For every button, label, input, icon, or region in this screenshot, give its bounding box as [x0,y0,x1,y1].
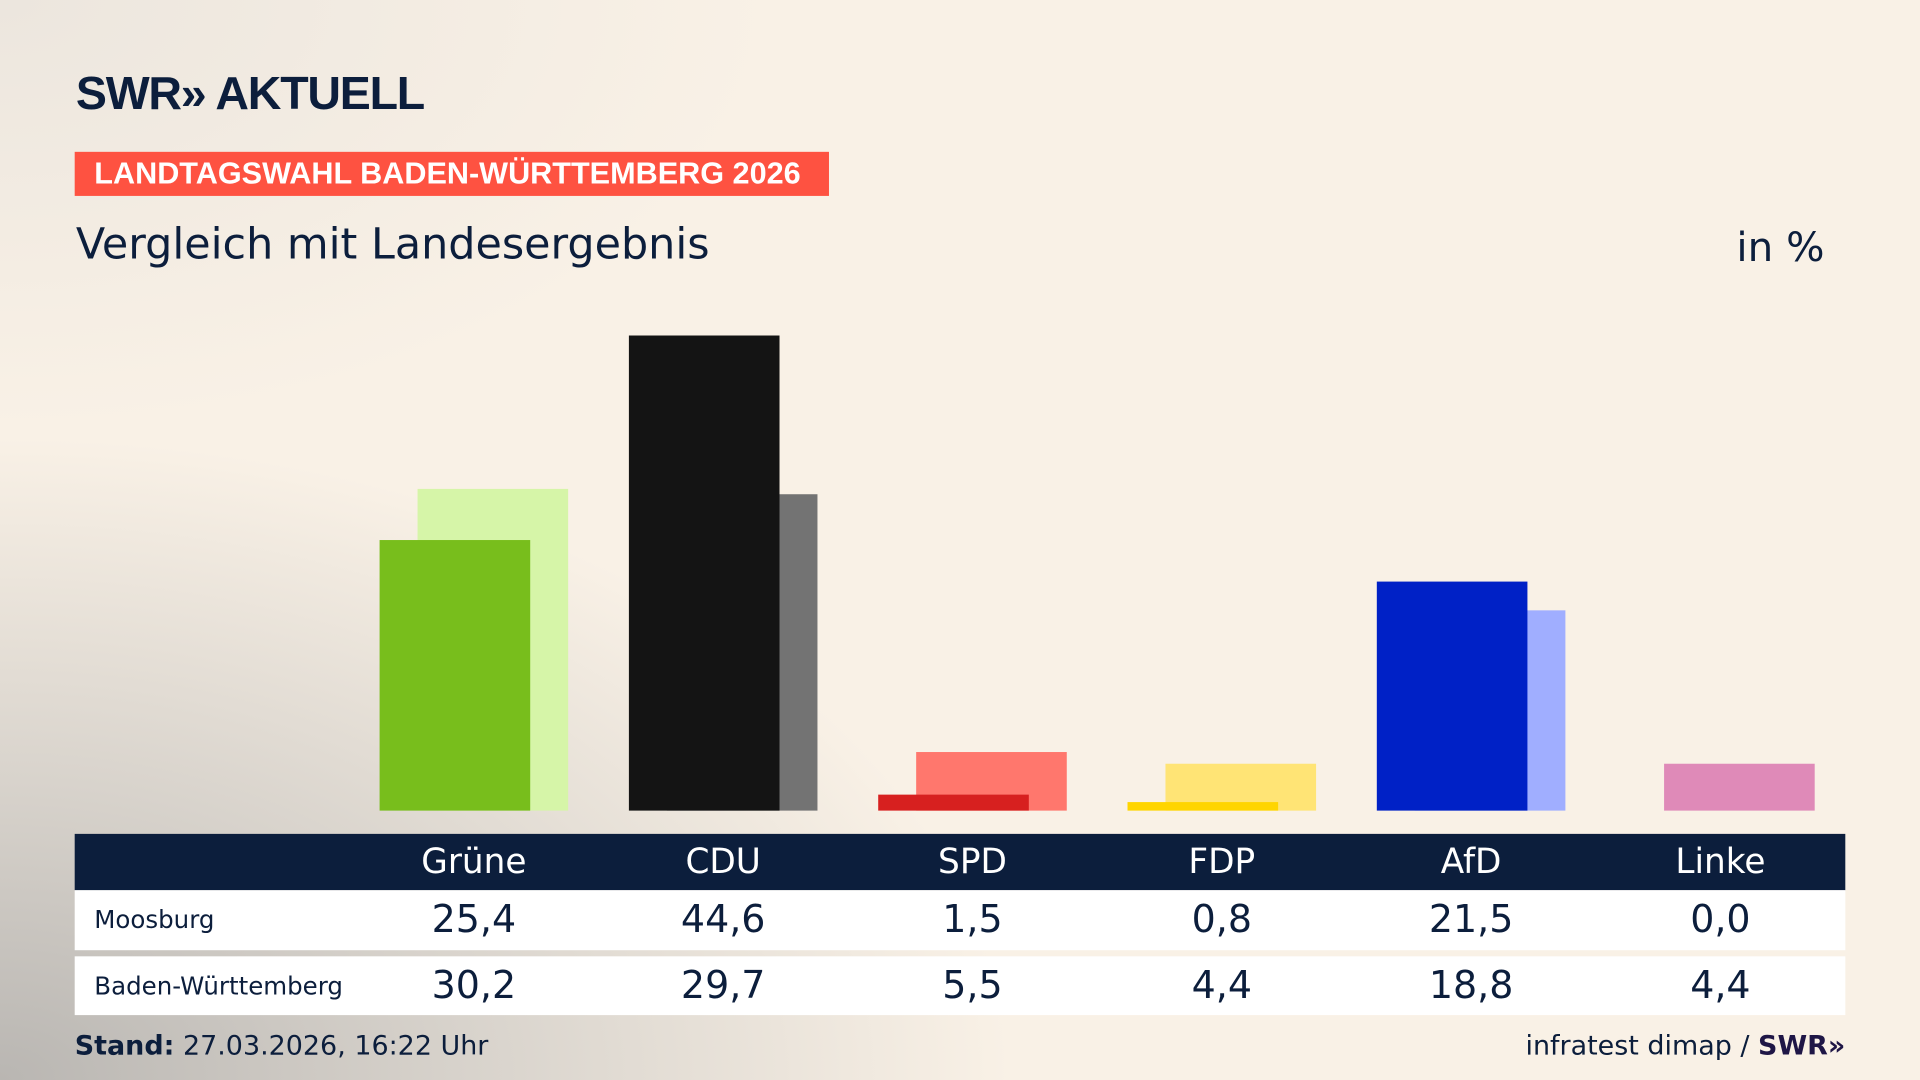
bar-moosburg-grüne [379,540,531,811]
bar-moosburg-afd [1376,581,1528,811]
chart-title: Vergleich mit Landesergebnis [75,220,710,270]
value-cell: 29,7 [680,963,766,1008]
bar-moosburg-fdp [1127,802,1279,811]
table-header: Grüne CDU SPD FDP AfD Linke [74,833,1846,891]
value-cell: 44,6 [680,897,766,942]
value-cell: 4,4 [1191,963,1252,1008]
stand-label: Stand: [74,1031,175,1062]
source-text: infratest dimap / [1525,1031,1759,1062]
bar-moosburg-spd [878,794,1029,811]
column-header-cdu: CDU [685,841,761,882]
timestamp: Stand: 27.03.2026, 16:22 Uhr [75,1031,489,1062]
election-badge: LANDTAGSWAHL BADEN-WÜRTTEMBERG 2026 [74,151,829,196]
bar-bw-linke [1664,763,1815,811]
table-row: Moosburg 25,4 44,6 1,5 0,8 21,5 0,0 [74,890,1846,951]
value-cell: 4,4 [1690,963,1751,1008]
swr-logo: SWR» [1758,1031,1846,1062]
unit-label: in % [1736,222,1825,271]
column-header-spd: SPD [938,841,1007,882]
bar-moosburg-cdu [628,335,780,811]
value-cell: 1,5 [942,897,1003,942]
value-cell: 21,5 [1428,897,1514,942]
column-header-linke: Linke [1675,841,1766,882]
row-label: Baden-Württemberg [94,971,343,1001]
value-cell: 30,2 [431,963,517,1008]
row-label: Moosburg [94,904,215,935]
column-header-afd: AfD [1440,841,1502,882]
value-cell: 5,5 [942,963,1003,1008]
value-cell: 0,0 [1690,897,1751,942]
value-cell: 18,8 [1428,963,1514,1008]
column-header-grüne: Grüne [421,841,527,882]
stand-value: 27.03.2026, 16:22 Uhr [174,1031,489,1062]
source: infratest dimap / SWR» [1525,1031,1845,1062]
swr-aktuell-logo: SWR» AKTUELL [75,68,425,121]
table-row: Baden-Württemberg 30,2 29,7 5,5 4,4 18,8 4,4 [74,956,1846,1016]
column-header-fdp: FDP [1188,841,1256,882]
value-cell: 25,4 [431,897,517,942]
value-cell: 0,8 [1191,897,1252,942]
